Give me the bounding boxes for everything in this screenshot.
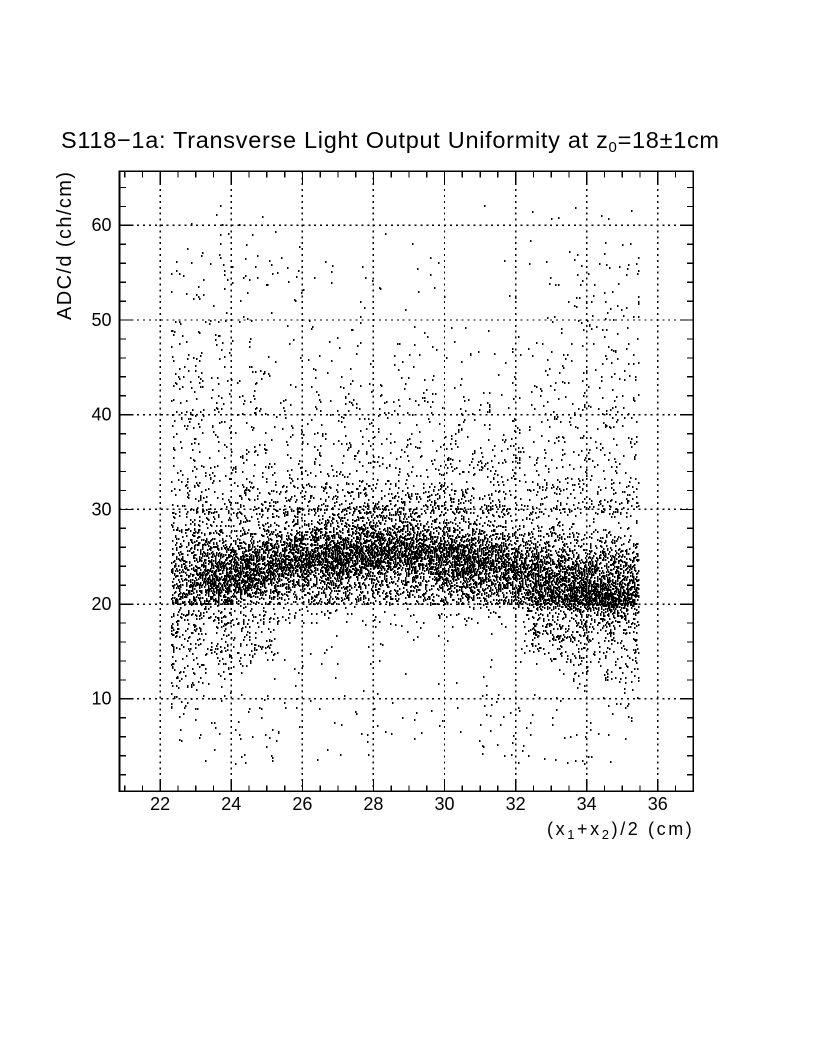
svg-text:(x1+x2)/2 (cm): (x1+x2)/2 (cm) xyxy=(547,819,694,842)
svg-text:36: 36 xyxy=(648,794,668,814)
svg-text:S118−1a: Transverse Light Outp: S118−1a: Transverse Light Output Uniform… xyxy=(61,127,719,156)
svg-text:50: 50 xyxy=(91,310,111,330)
svg-text:40: 40 xyxy=(91,405,111,425)
svg-text:ADC/d (ch/cm): ADC/d (ch/cm) xyxy=(54,172,76,320)
svg-text:30: 30 xyxy=(91,499,111,519)
svg-text:22: 22 xyxy=(150,794,170,814)
svg-text:24: 24 xyxy=(221,794,241,814)
svg-text:60: 60 xyxy=(91,215,111,235)
svg-text:32: 32 xyxy=(506,794,526,814)
svg-text:28: 28 xyxy=(363,794,383,814)
svg-text:30: 30 xyxy=(434,794,454,814)
svg-text:26: 26 xyxy=(292,794,312,814)
svg-text:34: 34 xyxy=(577,794,597,814)
svg-text:10: 10 xyxy=(91,689,111,709)
svg-text:20: 20 xyxy=(91,594,111,614)
